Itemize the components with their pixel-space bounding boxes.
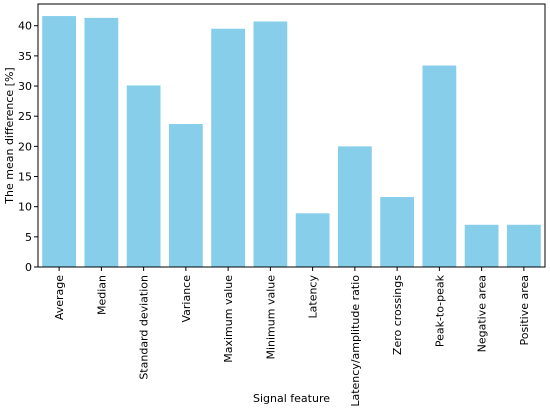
bar-1 [84,17,119,267]
bar-0 [42,16,77,267]
bar-2 [126,85,161,267]
y-tick-label: 5 [25,231,32,244]
x-tick-label: Latency [307,275,320,319]
y-tick-label: 20 [18,140,32,153]
x-axis-ticks: Average Median Standard deviation Variance M… [53,267,531,407]
x-tick-label: Latency/amplitude ratio [349,275,362,407]
bar-7 [337,146,372,267]
x-tick-label: Zero crossings [391,275,404,355]
x-axis-label: Signal feature [253,392,330,405]
x-tick-label: Median [95,275,108,315]
plot-frame [37,3,546,268]
y-tick-label: 30 [18,80,32,93]
y-tick-label: 10 [18,201,32,214]
bar-11 [506,224,541,267]
x-tick-label: Peak-to-peak [433,274,446,347]
y-axis-label: The mean difference [%] [3,67,16,204]
x-tick-label: Variance [180,275,193,323]
y-tick-label: 25 [18,110,32,123]
x-tick-label: Minimum value [264,275,277,360]
bar-3 [168,124,203,267]
y-tick-label: 35 [18,50,32,63]
y-tick-label: 40 [18,20,32,33]
x-tick-label: Maximum value [222,275,235,363]
bar-8 [380,197,415,267]
x-tick-label: Positive area [518,275,531,345]
y-tick-label: 15 [18,171,32,184]
y-tick-label: 0 [25,261,32,274]
y-axis-ticks: 0 5 10 15 20 25 30 35 40 [18,20,38,274]
bar-4 [211,28,246,267]
bar-5 [253,21,288,267]
bar-6 [295,213,330,267]
x-tick-label: Average [53,275,66,320]
bar-9 [422,65,457,267]
x-tick-label: Negative area [476,275,489,352]
bars-group [42,16,541,267]
bar-10 [464,224,499,267]
x-tick-label: Standard deviation [138,275,151,380]
